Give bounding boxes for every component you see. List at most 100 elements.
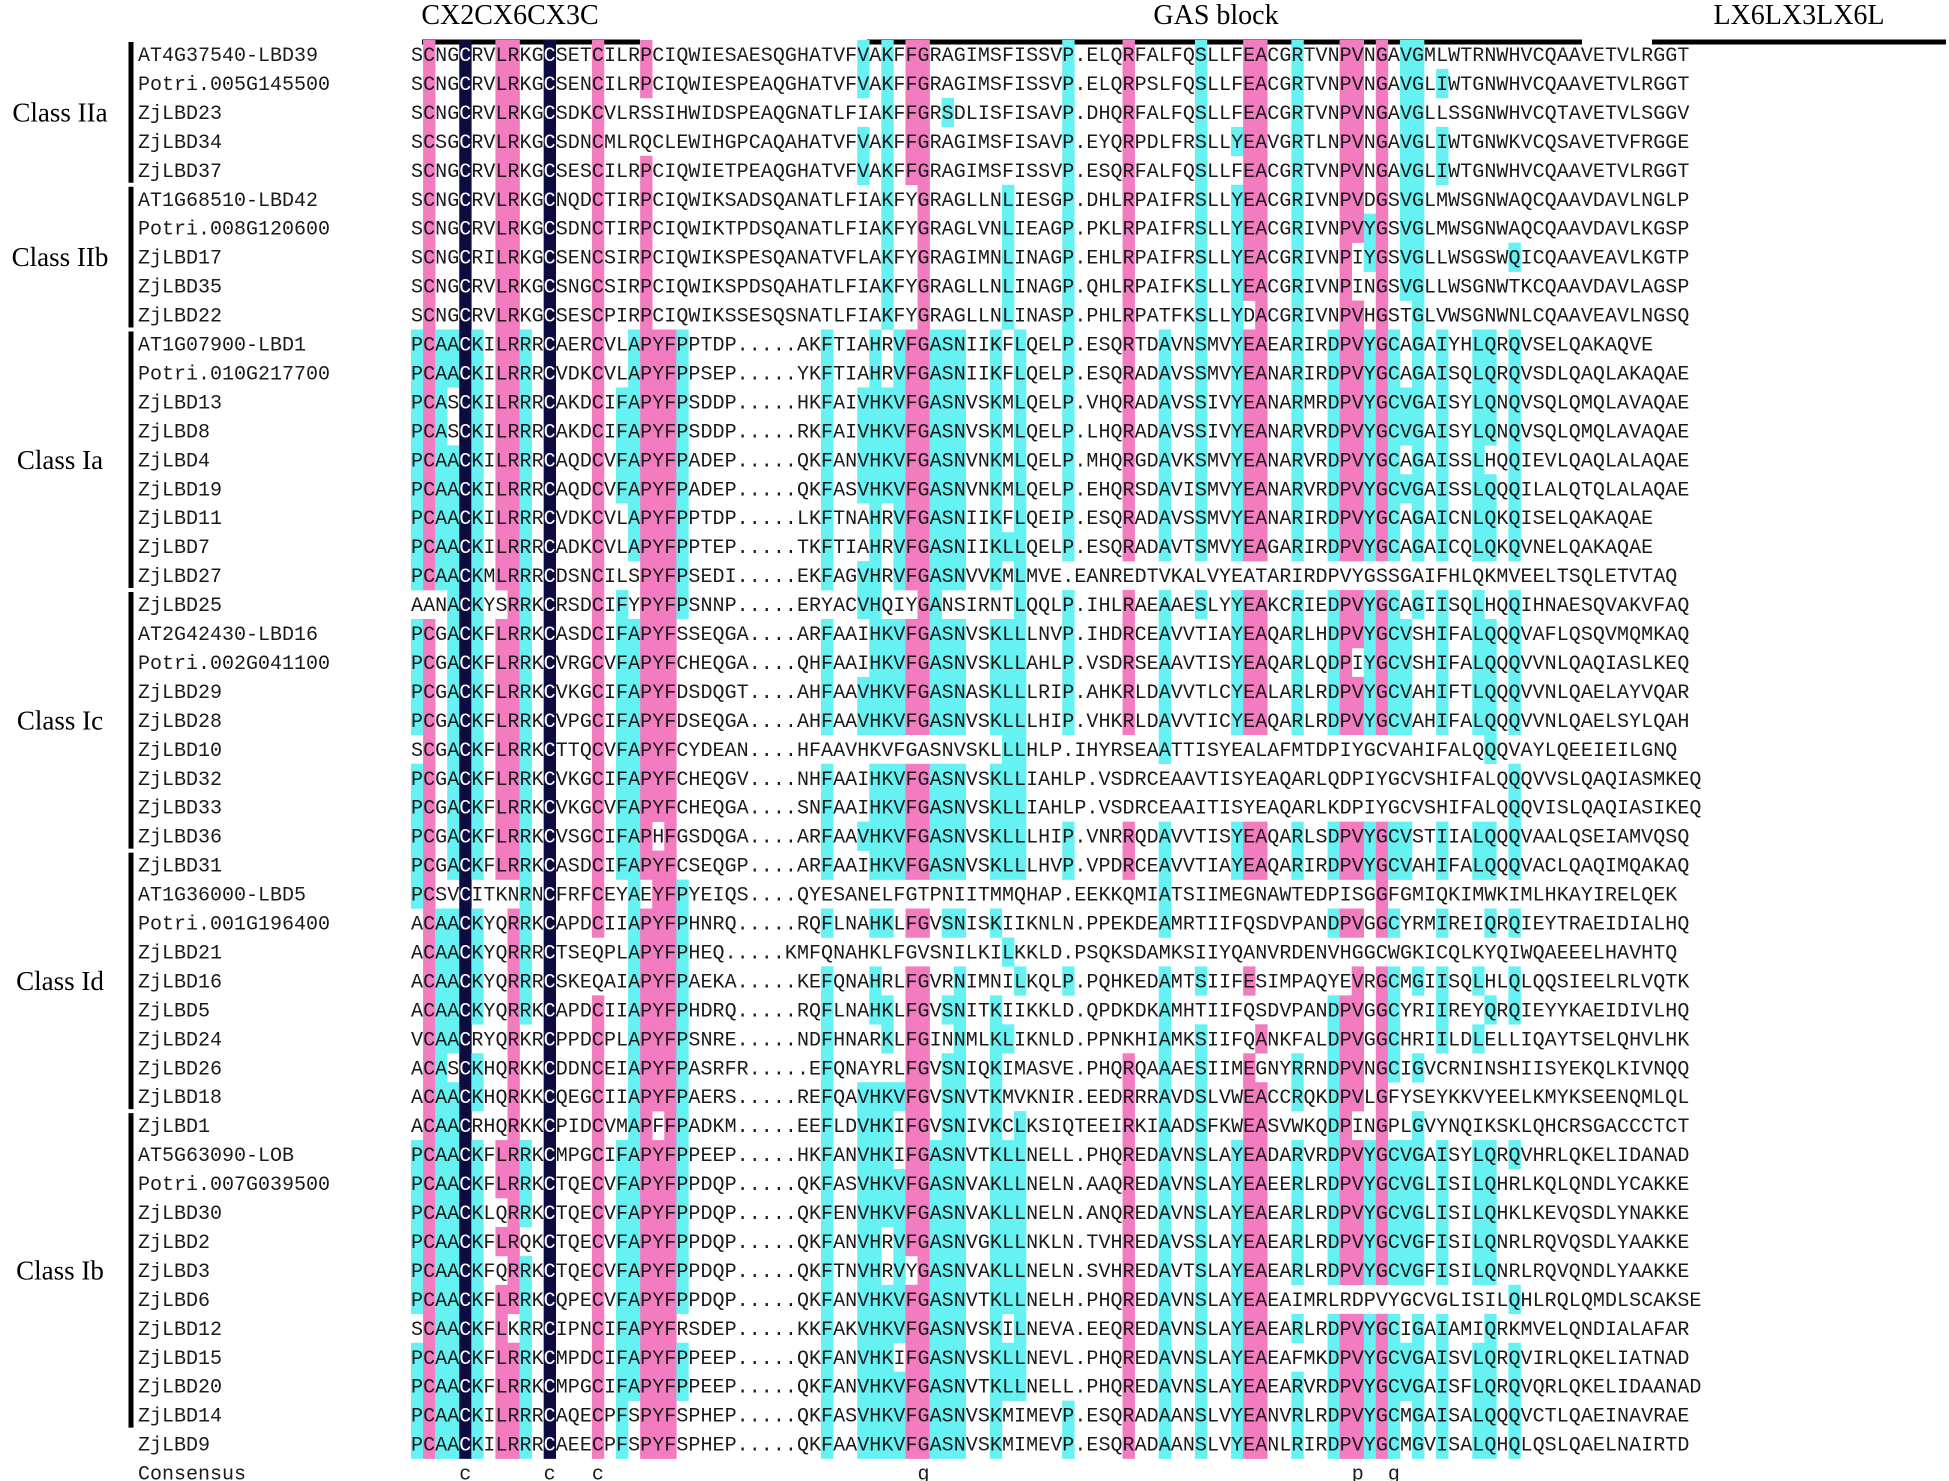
residue: E [1135,740,1147,763]
residue: P [1291,1000,1303,1023]
residue: I [1436,653,1448,676]
residue: A [435,421,447,444]
residue: P [568,1029,580,1052]
residue: E [1026,219,1038,242]
residue: Q [1231,942,1243,965]
residue: H [1050,798,1062,821]
residue: H [1400,1029,1412,1052]
residue: W [1496,277,1508,300]
residue: F [845,190,857,213]
residue: G [918,363,930,386]
residue: F [664,942,676,965]
residue: A [1267,740,1279,763]
residue: N [1653,740,1665,763]
residue: D [1147,682,1159,705]
residue: K [1508,132,1520,155]
alignment-row: Potri.005G145500 S C N G C R V L R K G C S E N C I L R P C I Q W… [138,68,1689,99]
residue: I [1364,769,1376,792]
residue: N [580,132,592,155]
residue: R [628,306,640,329]
residue: N [1328,74,1340,97]
residue: P [640,971,652,994]
residue: P [1062,306,1074,329]
residue: E [1581,942,1593,965]
residue: K [1026,971,1038,994]
residue: Q [1508,1000,1520,1023]
residue-shading [1243,242,1256,272]
residue: A [628,450,640,473]
residue: E [1677,421,1689,444]
residue-shading [1255,213,1268,243]
residue-shading [459,40,472,70]
residue: R [930,161,942,184]
residue: C [652,277,664,300]
residue: G [1376,537,1388,560]
residue: Y [1448,335,1460,358]
sequence-name: ZjLBD28 [138,711,222,734]
residue: I [1593,885,1605,908]
residue: I [1002,914,1014,937]
residue: V [1400,248,1412,271]
residue: V [1545,769,1557,792]
residue: F [616,624,628,647]
residue: G [1050,248,1062,271]
residue: A [1255,624,1267,647]
residue: V [857,392,869,415]
residue: L [495,682,507,705]
residue: A [1159,624,1171,647]
residue: G [845,566,857,589]
residue: L [1002,190,1014,213]
residue: F [1279,740,1291,763]
residue: N [990,595,1002,618]
residue: K [1111,711,1123,734]
residue: Y [1231,711,1243,734]
residue: Q [1545,277,1557,300]
residue: R [1472,45,1484,68]
residue: A [435,971,447,994]
residue: E [1677,363,1689,386]
residue: A [1279,421,1291,444]
residue: S [978,914,990,937]
residue: L [1207,74,1219,97]
residue: Y [1231,624,1243,647]
residue: A [1581,711,1593,734]
residue: E [568,74,580,97]
residue: H [797,161,809,184]
residue: Q [676,74,688,97]
residue: G [1412,508,1424,531]
residue: R [1448,1000,1460,1023]
residue: A [1665,392,1677,415]
residue: T [604,219,616,242]
residue: F [616,450,628,473]
residue: N [954,335,966,358]
residue: G [1279,248,1291,271]
residue: A [447,508,459,531]
residue-shading [1194,40,1208,70]
residue: . [761,942,773,965]
residue: P [1135,248,1147,271]
residue: E [1569,595,1581,618]
residue: . [785,827,797,850]
residue: E [1255,769,1267,792]
residue-shading [495,97,508,128]
residue: P [1340,624,1352,647]
residue: A [869,190,881,213]
residue: F [1135,161,1147,184]
residue: L [1569,769,1581,792]
residue: P [640,711,652,734]
residue: S [942,914,954,937]
residue: W [1448,219,1460,242]
residue: R [1316,421,1328,444]
residue: V [1400,827,1412,850]
residue: Y [652,682,664,705]
residue: L [1111,306,1123,329]
residue: G [918,682,930,705]
residue: P [640,45,652,68]
residue: I [1436,74,1448,97]
residue: G [1376,479,1388,502]
residue: D [700,421,712,444]
residue: A [833,624,845,647]
residue: I [1508,885,1520,908]
residue: P [676,335,688,358]
residue: A [1665,856,1677,879]
